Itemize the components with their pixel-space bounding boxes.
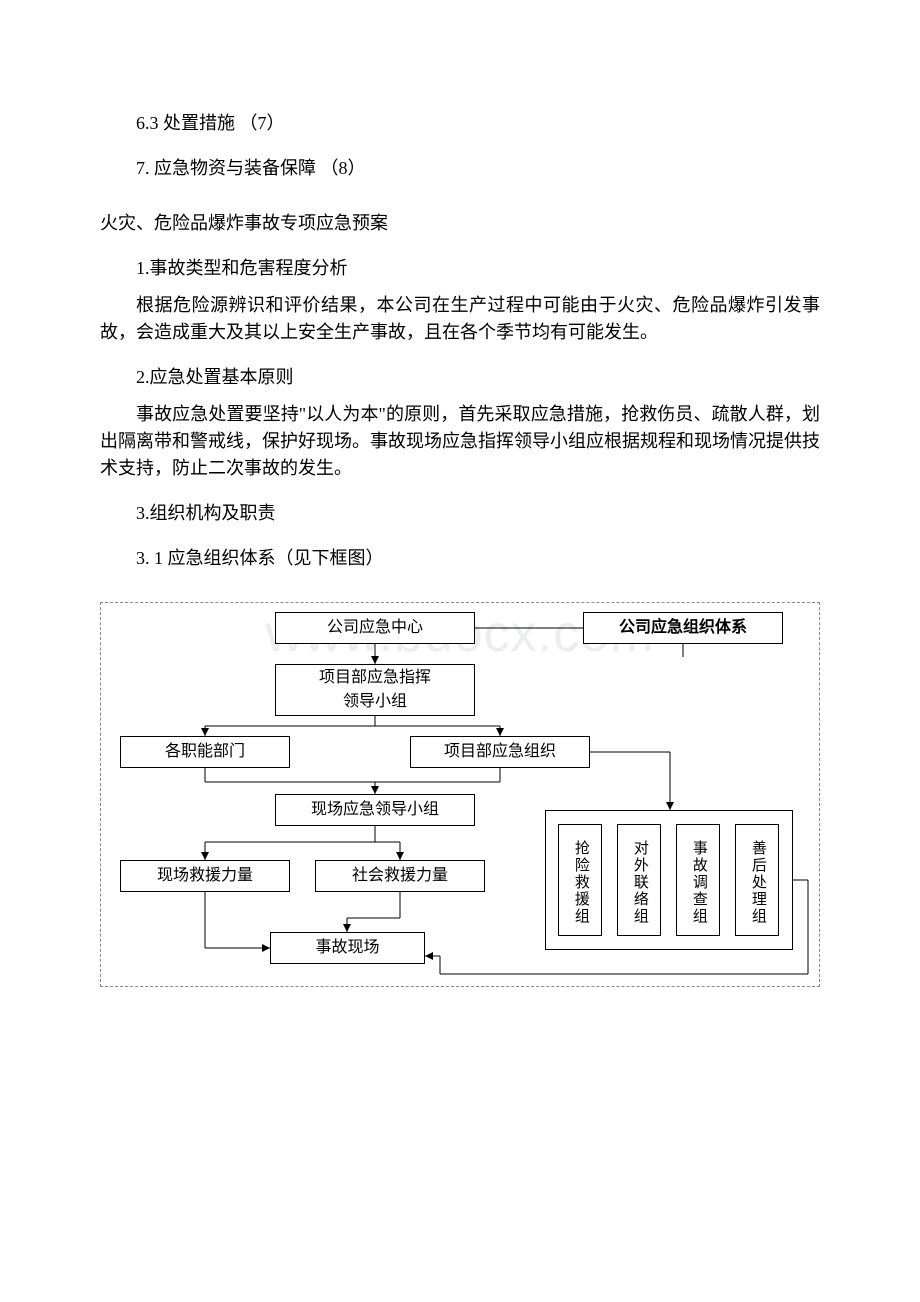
content: 6.3 处置措施 （7） 7. 应急物资与装备保障 （8） 火灾、危险品爆炸事故… bbox=[100, 110, 820, 987]
section-2-title: 2.应急处置基本原则 bbox=[100, 364, 820, 391]
node-company-center: 公司应急中心 bbox=[275, 612, 475, 644]
section-2-para: 事故应急处置要坚持"以人为本"的原则，首先采取应急措施，抢救伤员、疏散人群，划出… bbox=[100, 401, 820, 482]
node-accident-scene: 事故现场 bbox=[270, 932, 425, 964]
toc-line-1: 6.3 处置措施 （7） bbox=[100, 110, 820, 137]
group-aftermath: 善后处理组 bbox=[735, 824, 779, 936]
node-company-system: 公司应急组织体系 bbox=[583, 612, 783, 644]
node-project-command: 项目部应急指挥 领导小组 bbox=[275, 664, 475, 716]
toc-line-2: 7. 应急物资与装备保障 （8） bbox=[100, 155, 820, 182]
node-departments: 各职能部门 bbox=[120, 736, 290, 768]
node-project-org: 项目部应急组织 bbox=[410, 736, 590, 768]
doc-title: 火灾、危险品爆炸事故专项应急预案 bbox=[100, 210, 820, 237]
group-liaison: 对外联络组 bbox=[617, 824, 661, 936]
node-site-force: 现场救援力量 bbox=[120, 860, 290, 892]
group-investigation: 事故调查组 bbox=[676, 824, 720, 936]
org-chart: 公司应急中心 公司应急组织体系 项目部应急指挥 领导小组 各职能部门 项目部应急… bbox=[100, 602, 820, 987]
section-1-title: 1.事故类型和危害程度分析 bbox=[100, 255, 820, 282]
section-1-para: 根据危险源辨识和评价结果，本公司在生产过程中可能由于火灾、危险品爆炸引发事故，会… bbox=[100, 292, 820, 346]
page: www.bdocx.com 6.3 处置措施 （7） 7. 应急物资与装备保障 … bbox=[0, 0, 920, 1302]
node-social-force: 社会救援力量 bbox=[315, 860, 485, 892]
section-3-1-title: 3. 1 应急组织体系（见下框图） bbox=[100, 545, 820, 572]
section-3-title: 3.组织机构及职责 bbox=[100, 500, 820, 527]
group-rescue: 抢险救援组 bbox=[558, 824, 602, 936]
node-site-lead: 现场应急领导小组 bbox=[275, 794, 475, 826]
